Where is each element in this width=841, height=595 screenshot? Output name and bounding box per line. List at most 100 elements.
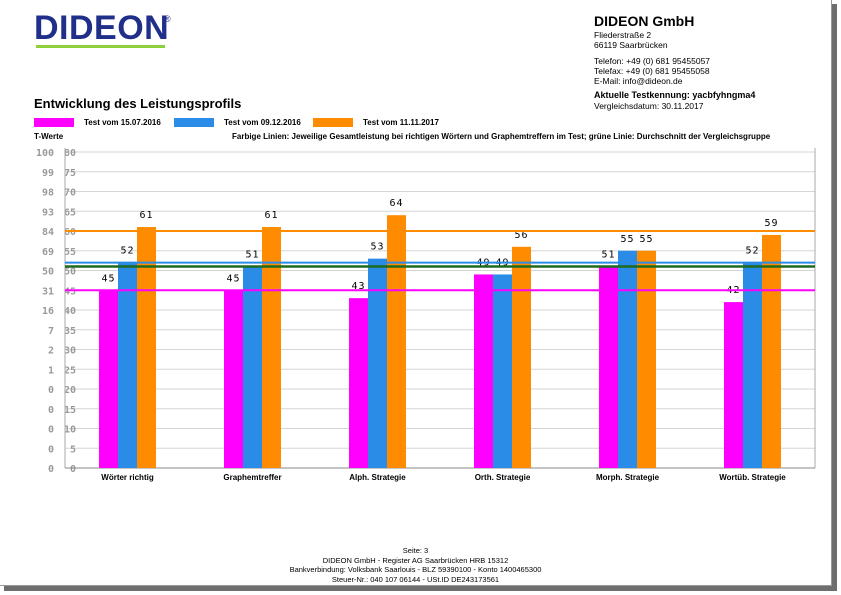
bar (137, 227, 156, 468)
bar (262, 227, 281, 468)
logo-registered-mark: ® (164, 14, 171, 24)
y-tick-label-pr: 0 (48, 444, 54, 455)
bar (637, 250, 656, 468)
bar-value-label: 56 (514, 230, 528, 241)
compare-date: Vergleichsdatum: 30.11.2017 (594, 101, 704, 111)
y-tick-label-pr: 69 (42, 247, 54, 258)
x-tick-label: Orth. Strategie (475, 473, 531, 482)
y-tick-label-t: 35 (64, 326, 76, 337)
y-tick-label-pr: 50 (42, 267, 54, 278)
legend-item-3: Test vom 11.11.2017 (313, 117, 439, 127)
test-id: Aktuelle Testkennung: yacbfyhngma4 (594, 90, 756, 100)
company-street: Fliederstraße 2 (594, 30, 652, 40)
y-tick-label-t: 80 (64, 148, 76, 159)
y-tick-label-pr: 100 (36, 148, 54, 159)
y-tick-label-t: 55 (64, 247, 76, 258)
bar (493, 274, 512, 468)
y-tick-label-pr: 93 (42, 207, 54, 218)
bar (349, 298, 368, 468)
legend-label-2: Test vom 09.12.2016 (224, 117, 301, 127)
bar-value-label: 51 (601, 250, 615, 261)
company-name: DIDEON GmbH (594, 13, 695, 29)
y-tick-label-t: 5 (70, 444, 76, 455)
legend-swatch-1 (34, 117, 74, 127)
bar (99, 290, 118, 468)
y-tick-label-t: 70 (64, 188, 76, 199)
bar-value-label: 64 (389, 198, 403, 209)
y-tick-label-t: 20 (64, 385, 76, 396)
x-tick-label: Graphemtreffer (223, 473, 281, 482)
legend-swatch-2 (174, 117, 214, 127)
y-tick-label-pr: 7 (48, 326, 54, 337)
y-tick-label-pr: 98 (42, 188, 54, 199)
y-tick-label-pr: 2 (48, 346, 54, 357)
company-phone: Telefon: +49 (0) 681 95455057 (594, 56, 711, 66)
bar (743, 262, 762, 468)
y-tick-label-pr: 1 (48, 365, 54, 376)
bar (474, 274, 493, 468)
y-tick-label-t: 65 (64, 207, 76, 218)
bar-value-label: 59 (764, 218, 778, 229)
chart-title: Entwicklung des Leistungsprofils (34, 96, 242, 111)
bar-value-label: 43 (351, 281, 365, 292)
legend-swatch-3 (313, 117, 353, 127)
bar-value-label: 45 (226, 273, 240, 284)
bar-value-label: 55 (639, 234, 653, 245)
bar (118, 262, 137, 468)
bar (599, 266, 618, 468)
y-tick-label-t: 25 (64, 365, 76, 376)
bar (724, 302, 743, 468)
bar-value-label: 55 (620, 234, 634, 245)
legend-label-1: Test vom 15.07.2016 (84, 117, 161, 127)
y-tick-label-pr: 31 (42, 286, 54, 297)
bar (368, 258, 387, 468)
bar (387, 215, 406, 468)
bar-value-label: 61 (139, 210, 153, 221)
chart-caption: Farbige Linien: Jeweilige Gesamtleistung… (232, 132, 771, 141)
company-address-block: DIDEON GmbH Fliederstraße 2 66119 Saarbr… (594, 13, 755, 111)
y-axis-label: T-Werte (34, 132, 64, 141)
page-shadow-right (832, 4, 837, 590)
footer-tax: Steuer-Nr.: 040 107 06144 - USt.ID DE243… (331, 574, 500, 584)
x-tick-label: Alph. Strategie (349, 473, 406, 482)
page-footer: Seite: 3 DIDEON GmbH - Register AG Saarb… (0, 546, 831, 584)
y-tick-label-t: 40 (64, 306, 76, 317)
y-tick-label-t: 15 (64, 405, 76, 416)
bar-value-label: 52 (745, 246, 759, 257)
footer-register: DIDEON GmbH - Register AG Saarbrücken HR… (322, 555, 509, 565)
company-email: E-Mail: info@dideon.de (594, 76, 683, 86)
bar-value-label: 52 (120, 246, 134, 257)
y-tick-label-t: 10 (64, 425, 76, 436)
y-tick-label-t: 50 (64, 267, 76, 278)
y-tick-label-t: 45 (64, 286, 76, 297)
x-tick-label: Wörter richtig (101, 473, 154, 482)
y-tick-label-t: 75 (64, 168, 76, 179)
y-tick-label-pr: 0 (48, 385, 54, 396)
page-shadow-bottom (4, 586, 837, 591)
bar (618, 250, 637, 468)
y-tick-label-pr: 0 (48, 425, 54, 436)
y-tick-label-t: 0 (70, 464, 76, 475)
legend-label-3: Test vom 11.11.2017 (363, 117, 439, 127)
footer-bank: Bankverbindung: Volksbank Saarlouis - BL… (289, 565, 542, 574)
footer-page-number: Seite: 3 (402, 546, 429, 555)
x-tick-label: Wortüb. Strategie (719, 473, 786, 482)
bar (243, 266, 262, 468)
y-tick-label-pr: 16 (42, 306, 54, 317)
y-tick-label-pr: 84 (42, 227, 54, 238)
bar (224, 290, 243, 468)
y-tick-label-t: 60 (64, 227, 76, 238)
bar (762, 234, 781, 468)
x-tick-label: Morph. Strategie (596, 473, 660, 482)
y-tick-label-pr: 0 (48, 405, 54, 416)
company-logo: DIDEON (34, 9, 170, 47)
bar-value-label: 61 (264, 210, 278, 221)
bar-value-label: 53 (370, 242, 384, 253)
bar-value-label: 45 (101, 273, 115, 284)
company-city: 66119 Saarbrücken (594, 40, 668, 50)
legend-item-1: Test vom 15.07.2016 (34, 117, 161, 127)
logo-underline (36, 45, 165, 48)
bar-value-label: 51 (245, 250, 259, 261)
